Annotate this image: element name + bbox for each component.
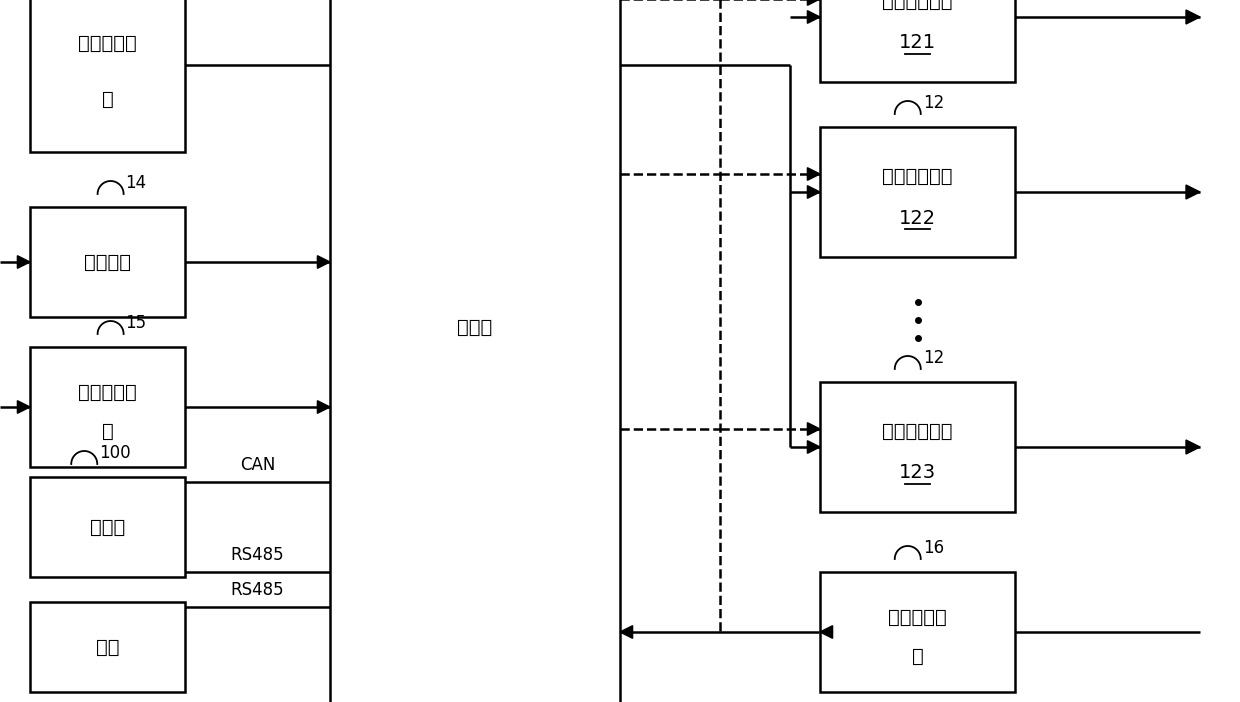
Bar: [30, 477, 185, 577]
Text: 电压变换电路: 电压变换电路: [882, 167, 952, 186]
Text: 14: 14: [125, 174, 146, 192]
Text: 电源模块: 电源模块: [84, 253, 131, 272]
Text: 15: 15: [125, 314, 146, 332]
Text: 电源输入接: 电源输入接: [78, 34, 136, 53]
Text: 123: 123: [899, 463, 936, 482]
Text: 12: 12: [923, 94, 944, 112]
Text: 100: 100: [99, 444, 131, 462]
Text: RS485: RS485: [231, 581, 284, 599]
Text: 电压检测模: 电压检测模: [78, 383, 136, 402]
Text: 块: 块: [911, 647, 924, 665]
Bar: [30, 602, 185, 692]
Text: 电压变换电路: 电压变换电路: [882, 422, 952, 441]
Text: 12: 12: [923, 349, 944, 367]
Bar: [820, 127, 1016, 257]
Text: 16: 16: [923, 539, 944, 557]
Polygon shape: [807, 186, 820, 198]
Text: 电压变换电路: 电压变换电路: [882, 0, 952, 11]
Polygon shape: [1185, 10, 1200, 24]
Text: 122: 122: [899, 208, 936, 227]
Text: RS485: RS485: [231, 546, 284, 564]
Polygon shape: [807, 441, 820, 453]
Text: 块: 块: [102, 421, 113, 440]
Polygon shape: [317, 256, 330, 268]
Polygon shape: [807, 168, 820, 180]
Text: 电池: 电池: [95, 637, 119, 656]
Bar: [820, 382, 1016, 512]
Polygon shape: [1185, 185, 1200, 199]
Polygon shape: [317, 401, 330, 413]
Text: 121: 121: [899, 34, 936, 53]
Text: 控制器: 控制器: [458, 317, 492, 336]
Text: 电流检测模: 电流检测模: [888, 608, 947, 627]
Polygon shape: [1185, 440, 1200, 454]
Text: 上位机: 上位机: [89, 517, 125, 536]
Polygon shape: [807, 423, 820, 435]
Bar: [330, 0, 620, 702]
Polygon shape: [807, 0, 820, 6]
Bar: [30, 0, 185, 152]
Bar: [820, 0, 1016, 82]
Bar: [30, 347, 185, 467]
Bar: [820, 572, 1016, 692]
Bar: [30, 207, 185, 317]
Text: 口: 口: [102, 90, 113, 109]
Text: CAN: CAN: [239, 456, 275, 474]
Polygon shape: [17, 401, 30, 413]
Polygon shape: [807, 11, 820, 23]
Polygon shape: [17, 256, 30, 268]
Polygon shape: [620, 625, 632, 638]
Polygon shape: [820, 625, 832, 638]
